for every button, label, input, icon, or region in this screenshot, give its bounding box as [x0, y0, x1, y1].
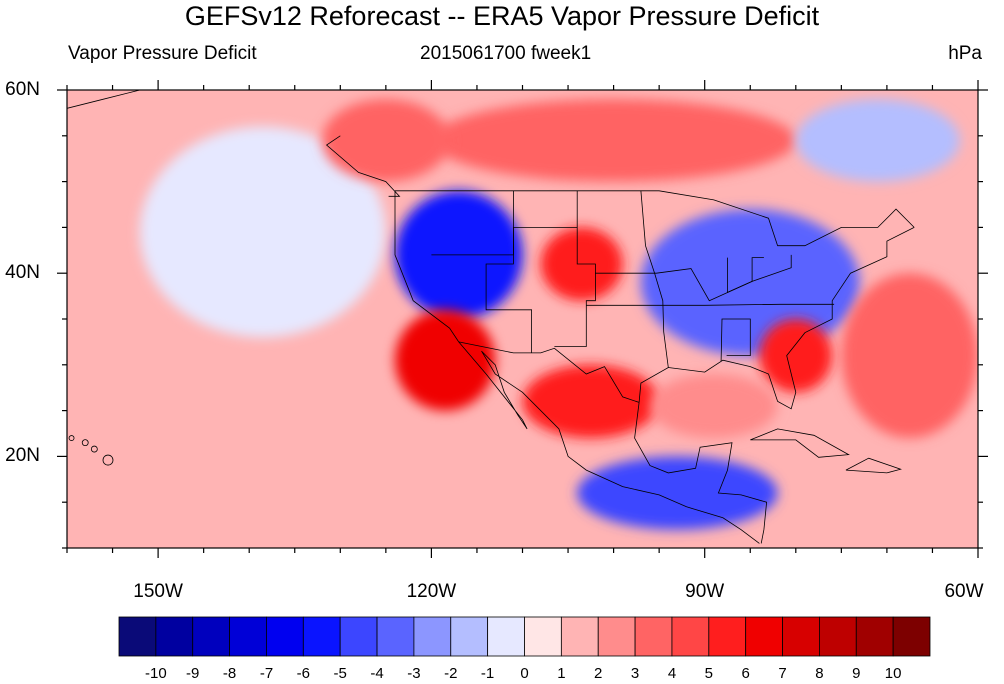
anomaly-region-gulf-mexico-pink: [650, 373, 778, 439]
lon-tick-label: 150W: [133, 581, 183, 602]
colorbar-swatch: [302, 616, 341, 657]
bc-coast: [325, 135, 401, 197]
state-line-4: [640, 190, 669, 368]
state-line-6: [586, 303, 835, 306]
colorbar-label: 7: [778, 665, 787, 682]
axis-ticks: [57, 80, 988, 558]
colorbar-swatch: [413, 616, 452, 657]
lon-tick-label: 90W: [685, 581, 725, 602]
colorbar-label: -7: [259, 665, 274, 682]
colorbar-swatch: [487, 616, 525, 657]
colorbar-label: -6: [296, 665, 310, 682]
colorbar-label: 2: [594, 665, 603, 682]
colorbar-label: -9: [186, 665, 200, 682]
colorbar-label: -8: [222, 665, 237, 682]
us-west-coast: [394, 190, 460, 343]
anomaly-region-california-red: [394, 309, 496, 411]
colorbar-swatch: [708, 616, 747, 657]
map-area: [67, 90, 978, 548]
anomaly-region-north-pacific-red: [322, 99, 450, 182]
colorbar-label: 9: [852, 665, 861, 682]
anomaly-region-hudson-blue: [795, 99, 960, 182]
colorbar-swatch: [671, 616, 710, 657]
colorbar-swatch: [634, 616, 673, 657]
hispaniola: [845, 457, 902, 474]
us-mexico-border: [458, 341, 640, 403]
forecast-date: 2015061700 fweek1: [420, 43, 592, 64]
hawaii-island: [90, 445, 98, 453]
state-line-5: [595, 254, 792, 302]
colorbar-label: -3: [407, 665, 421, 682]
colorbar-label: -1: [480, 665, 495, 682]
colorbar: [118, 616, 931, 657]
country-state-boundaries: [67, 90, 915, 544]
gulf-coast: [638, 227, 915, 410]
anomaly-region-central-america-blue: [577, 456, 778, 530]
colorbar-swatch: [892, 616, 931, 657]
colorbar-label: -4: [370, 665, 384, 682]
colorbar-label: 1: [557, 665, 566, 682]
cuba: [750, 428, 850, 458]
lat-tick-label: 60N: [5, 79, 40, 100]
colorbar-label: 5: [704, 665, 713, 682]
colorbar-label: 6: [741, 665, 750, 682]
colorbar-label: 10: [884, 665, 902, 682]
state-line-3: [431, 226, 578, 256]
variable-name: Vapor Pressure Deficit: [68, 43, 257, 64]
colorbar-label: 8: [815, 665, 824, 682]
mexico-pacific-coast: [458, 341, 760, 544]
lon-tick-label: 60W: [944, 581, 984, 602]
lat-tick-label: 40N: [5, 262, 40, 284]
lon-tick-label: 120W: [406, 581, 457, 602]
state-line-8: [727, 257, 764, 294]
colorbar-swatch: [376, 616, 415, 657]
colorbar-swatch: [192, 616, 230, 657]
colorbar-swatch: [118, 616, 157, 657]
colorbar-label: 4: [667, 665, 677, 682]
anomaly-region-mexico-red: [522, 364, 660, 439]
lat-tick-label: 20N: [5, 445, 40, 467]
mexico-gulf-coast: [634, 402, 768, 544]
colorbar-swatch: [745, 616, 783, 657]
hawaii-island: [102, 454, 114, 466]
hawaii-island: [81, 439, 89, 447]
anomaly-region-west-pacific-light-blue: [139, 126, 386, 338]
colorbar-swatch: [229, 616, 267, 657]
anomaly-region-canada-north-red: [431, 99, 796, 182]
colorbar-swatch: [524, 616, 562, 657]
colorbar-swatch: [339, 616, 378, 657]
state-line-7: [720, 318, 751, 362]
state-line-2: [554, 190, 596, 347]
hawaii-island: [68, 435, 75, 441]
colorbar-swatch: [266, 616, 304, 657]
colorbar-swatch: [597, 616, 636, 657]
us-canada-border: [395, 190, 915, 247]
colorbar-label: 0: [520, 665, 529, 682]
anomaly-field: [67, 90, 978, 548]
colorbar-label: -2: [444, 665, 458, 682]
anomaly-region-southeast-us-red: [759, 319, 833, 393]
colorbar-swatch: [782, 616, 820, 657]
colorbar-label: 3: [630, 665, 640, 682]
colorbar-swatch: [155, 616, 194, 657]
units-label: hPa: [948, 43, 982, 64]
colorbar-label: -5: [333, 665, 347, 682]
colorbar-swatch: [450, 616, 489, 657]
anomaly-region-atlantic-red: [841, 273, 978, 439]
colorbar-label: -10: [145, 665, 167, 682]
figure-title: GEFSv12 Reforecast -- ERA5 Vapor Pressur…: [184, 1, 820, 31]
colorbar-swatch: [560, 616, 599, 657]
colorbar-swatch: [855, 616, 894, 657]
alaska-coast: [67, 90, 141, 109]
colorbar-swatch: [819, 616, 857, 657]
